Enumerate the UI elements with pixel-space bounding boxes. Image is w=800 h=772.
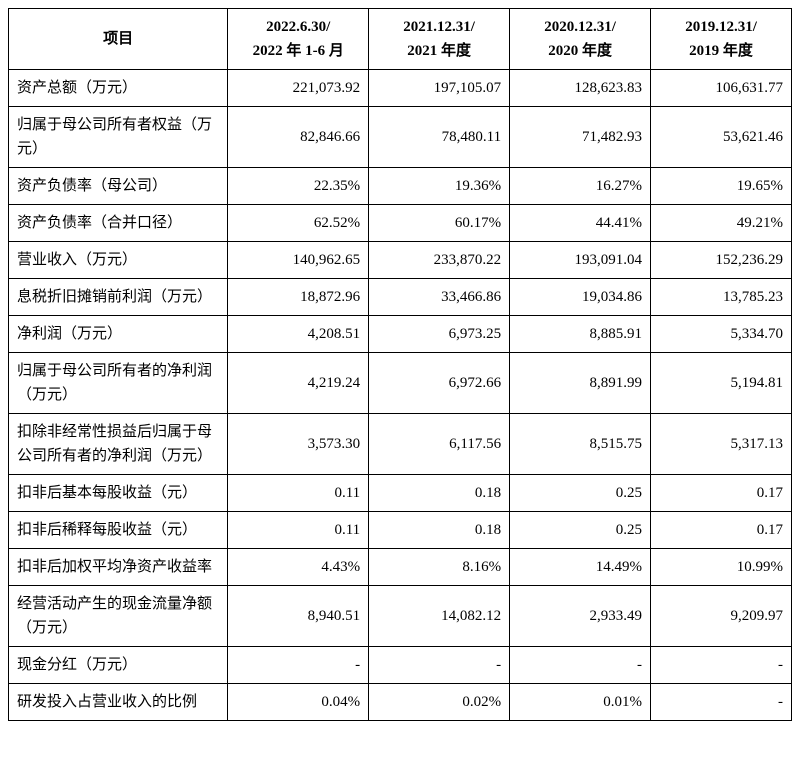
row-value: 8,940.51	[228, 586, 369, 647]
row-value: 221,073.92	[228, 70, 369, 107]
table-row: 息税折旧摊销前利润（万元）18,872.9633,466.8619,034.86…	[9, 279, 792, 316]
row-value: 3,573.30	[228, 414, 369, 475]
row-value: 128,623.83	[510, 70, 651, 107]
table-row: 资产负债率（合并口径）62.52%60.17%44.41%49.21%	[9, 205, 792, 242]
row-value: 6,972.66	[369, 353, 510, 414]
row-label: 研发投入占营业收入的比例	[9, 684, 228, 721]
table-row: 扣非后稀释每股收益（元）0.110.180.250.17	[9, 512, 792, 549]
row-value: 8,891.99	[510, 353, 651, 414]
row-value: 19,034.86	[510, 279, 651, 316]
header-period-2: 2020.12.31/2020 年度	[510, 9, 651, 70]
row-value: 0.18	[369, 512, 510, 549]
row-label: 资产负债率（合并口径）	[9, 205, 228, 242]
row-label: 息税折旧摊销前利润（万元）	[9, 279, 228, 316]
row-value: 4,208.51	[228, 316, 369, 353]
row-value: -	[369, 647, 510, 684]
row-value: 60.17%	[369, 205, 510, 242]
row-value: 106,631.77	[651, 70, 792, 107]
row-label: 归属于母公司所有者权益（万元）	[9, 107, 228, 168]
table-row: 归属于母公司所有者权益（万元）82,846.6678,480.1171,482.…	[9, 107, 792, 168]
row-value: 10.99%	[651, 549, 792, 586]
table-row: 经营活动产生的现金流量净额（万元）8,940.5114,082.122,933.…	[9, 586, 792, 647]
row-value: 22.35%	[228, 168, 369, 205]
row-value: 8,515.75	[510, 414, 651, 475]
table-header-row: 项目 2022.6.30/2022 年 1-6 月 2021.12.31/202…	[9, 9, 792, 70]
row-value: 0.25	[510, 475, 651, 512]
row-value: 71,482.93	[510, 107, 651, 168]
row-value: 5,194.81	[651, 353, 792, 414]
row-value: 8.16%	[369, 549, 510, 586]
row-value: -	[228, 647, 369, 684]
row-label: 净利润（万元）	[9, 316, 228, 353]
row-value: 19.65%	[651, 168, 792, 205]
row-value: 0.18	[369, 475, 510, 512]
row-value: 0.11	[228, 475, 369, 512]
row-value: 152,236.29	[651, 242, 792, 279]
row-value: -	[651, 684, 792, 721]
row-value: 9,209.97	[651, 586, 792, 647]
row-value: 0.17	[651, 512, 792, 549]
row-value: 0.25	[510, 512, 651, 549]
row-label: 现金分红（万元）	[9, 647, 228, 684]
row-value: 78,480.11	[369, 107, 510, 168]
row-value: 0.02%	[369, 684, 510, 721]
row-value: 18,872.96	[228, 279, 369, 316]
header-label: 项目	[9, 9, 228, 70]
row-label: 扣除非经常性损益后归属于母公司所有者的净利润（万元）	[9, 414, 228, 475]
row-value: 0.01%	[510, 684, 651, 721]
table-row: 现金分红（万元）----	[9, 647, 792, 684]
row-value: 0.11	[228, 512, 369, 549]
row-label: 营业收入（万元）	[9, 242, 228, 279]
row-value: 13,785.23	[651, 279, 792, 316]
table-row: 扣非后基本每股收益（元）0.110.180.250.17	[9, 475, 792, 512]
table-row: 扣非后加权平均净资产收益率4.43%8.16%14.49%10.99%	[9, 549, 792, 586]
row-value: 8,885.91	[510, 316, 651, 353]
table-row: 归属于母公司所有者的净利润（万元）4,219.246,972.668,891.9…	[9, 353, 792, 414]
row-value: 4,219.24	[228, 353, 369, 414]
row-value: 233,870.22	[369, 242, 510, 279]
row-value: 19.36%	[369, 168, 510, 205]
row-value: 0.04%	[228, 684, 369, 721]
row-value: 197,105.07	[369, 70, 510, 107]
row-value: 5,317.13	[651, 414, 792, 475]
row-value: 5,334.70	[651, 316, 792, 353]
row-label: 资产总额（万元）	[9, 70, 228, 107]
row-label: 扣非后加权平均净资产收益率	[9, 549, 228, 586]
financial-table: 项目 2022.6.30/2022 年 1-6 月 2021.12.31/202…	[8, 8, 792, 721]
table-row: 净利润（万元）4,208.516,973.258,885.915,334.70	[9, 316, 792, 353]
row-value: 193,091.04	[510, 242, 651, 279]
header-period-0: 2022.6.30/2022 年 1-6 月	[228, 9, 369, 70]
table-row: 资产负债率（母公司）22.35%19.36%16.27%19.65%	[9, 168, 792, 205]
row-value: 0.17	[651, 475, 792, 512]
row-value: 14.49%	[510, 549, 651, 586]
row-value: -	[651, 647, 792, 684]
header-period-1: 2021.12.31/2021 年度	[369, 9, 510, 70]
row-value: 14,082.12	[369, 586, 510, 647]
row-value: 44.41%	[510, 205, 651, 242]
row-label: 资产负债率（母公司）	[9, 168, 228, 205]
table-row: 研发投入占营业收入的比例0.04%0.02%0.01%-	[9, 684, 792, 721]
table-body: 资产总额（万元）221,073.92197,105.07128,623.8310…	[9, 70, 792, 721]
row-value: 53,621.46	[651, 107, 792, 168]
row-value: 6,117.56	[369, 414, 510, 475]
row-label: 扣非后基本每股收益（元）	[9, 475, 228, 512]
row-label: 经营活动产生的现金流量净额（万元）	[9, 586, 228, 647]
row-value: 140,962.65	[228, 242, 369, 279]
table-row: 资产总额（万元）221,073.92197,105.07128,623.8310…	[9, 70, 792, 107]
row-value: 6,973.25	[369, 316, 510, 353]
row-value: 49.21%	[651, 205, 792, 242]
row-value: -	[510, 647, 651, 684]
row-value: 82,846.66	[228, 107, 369, 168]
row-label: 归属于母公司所有者的净利润（万元）	[9, 353, 228, 414]
row-value: 4.43%	[228, 549, 369, 586]
row-value: 2,933.49	[510, 586, 651, 647]
row-label: 扣非后稀释每股收益（元）	[9, 512, 228, 549]
table-row: 扣除非经常性损益后归属于母公司所有者的净利润（万元）3,573.306,117.…	[9, 414, 792, 475]
row-value: 62.52%	[228, 205, 369, 242]
header-period-3: 2019.12.31/2019 年度	[651, 9, 792, 70]
table-row: 营业收入（万元）140,962.65233,870.22193,091.0415…	[9, 242, 792, 279]
row-value: 33,466.86	[369, 279, 510, 316]
row-value: 16.27%	[510, 168, 651, 205]
